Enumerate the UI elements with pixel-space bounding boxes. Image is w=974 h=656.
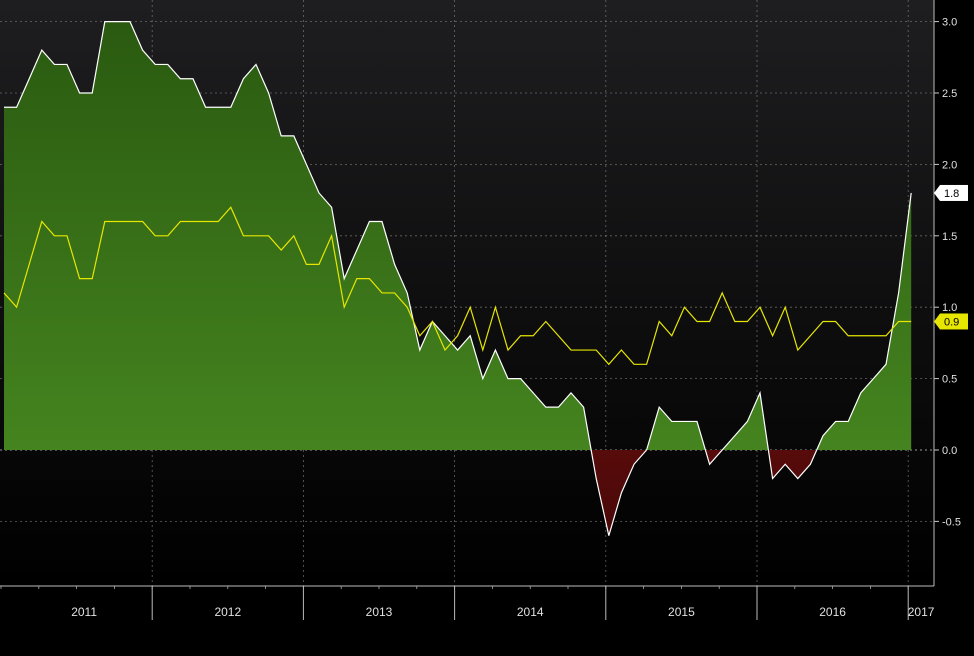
y-tick-label: 1.0: [942, 302, 957, 314]
y-tick-label: 2.0: [942, 159, 957, 171]
year-label: 2017: [908, 605, 935, 619]
series-headline-line: [4, 21, 912, 536]
value-badges: 1.8 0.9: [934, 184, 968, 330]
value-badge-pointer: [934, 313, 940, 330]
series-lines: [3, 21, 912, 536]
year-label: 2015: [668, 605, 695, 619]
value-badge-label: 1.8: [944, 188, 959, 200]
value-badge: [940, 184, 968, 201]
positive-area: [4, 21, 912, 450]
value-badge: [940, 313, 968, 330]
axes: 3.0 2.5 2.0 1.5 1.0 0.5 0.0 -0.5 2011 2012 2013 201…: [0, 0, 961, 620]
series-core-line: [3, 206, 912, 366]
year-label: 2016: [819, 605, 846, 619]
value-badge-pointer: [934, 184, 940, 201]
year-label: 2014: [517, 605, 544, 619]
y-tick-label: 2.5: [942, 88, 957, 100]
y-tick-label: 0.0: [942, 445, 957, 457]
y-tick-label: 1.5: [942, 231, 957, 243]
value-badge-label: 0.9: [944, 316, 959, 328]
year-label: 2013: [366, 605, 393, 619]
y-tick-label: 3.0: [942, 17, 957, 29]
area-fills: [4, 21, 912, 536]
year-label: 2011: [71, 605, 97, 619]
year-label: 2012: [214, 605, 241, 619]
y-tick-label: -0.5: [942, 516, 961, 528]
y-tick-label: 0.5: [942, 374, 957, 386]
